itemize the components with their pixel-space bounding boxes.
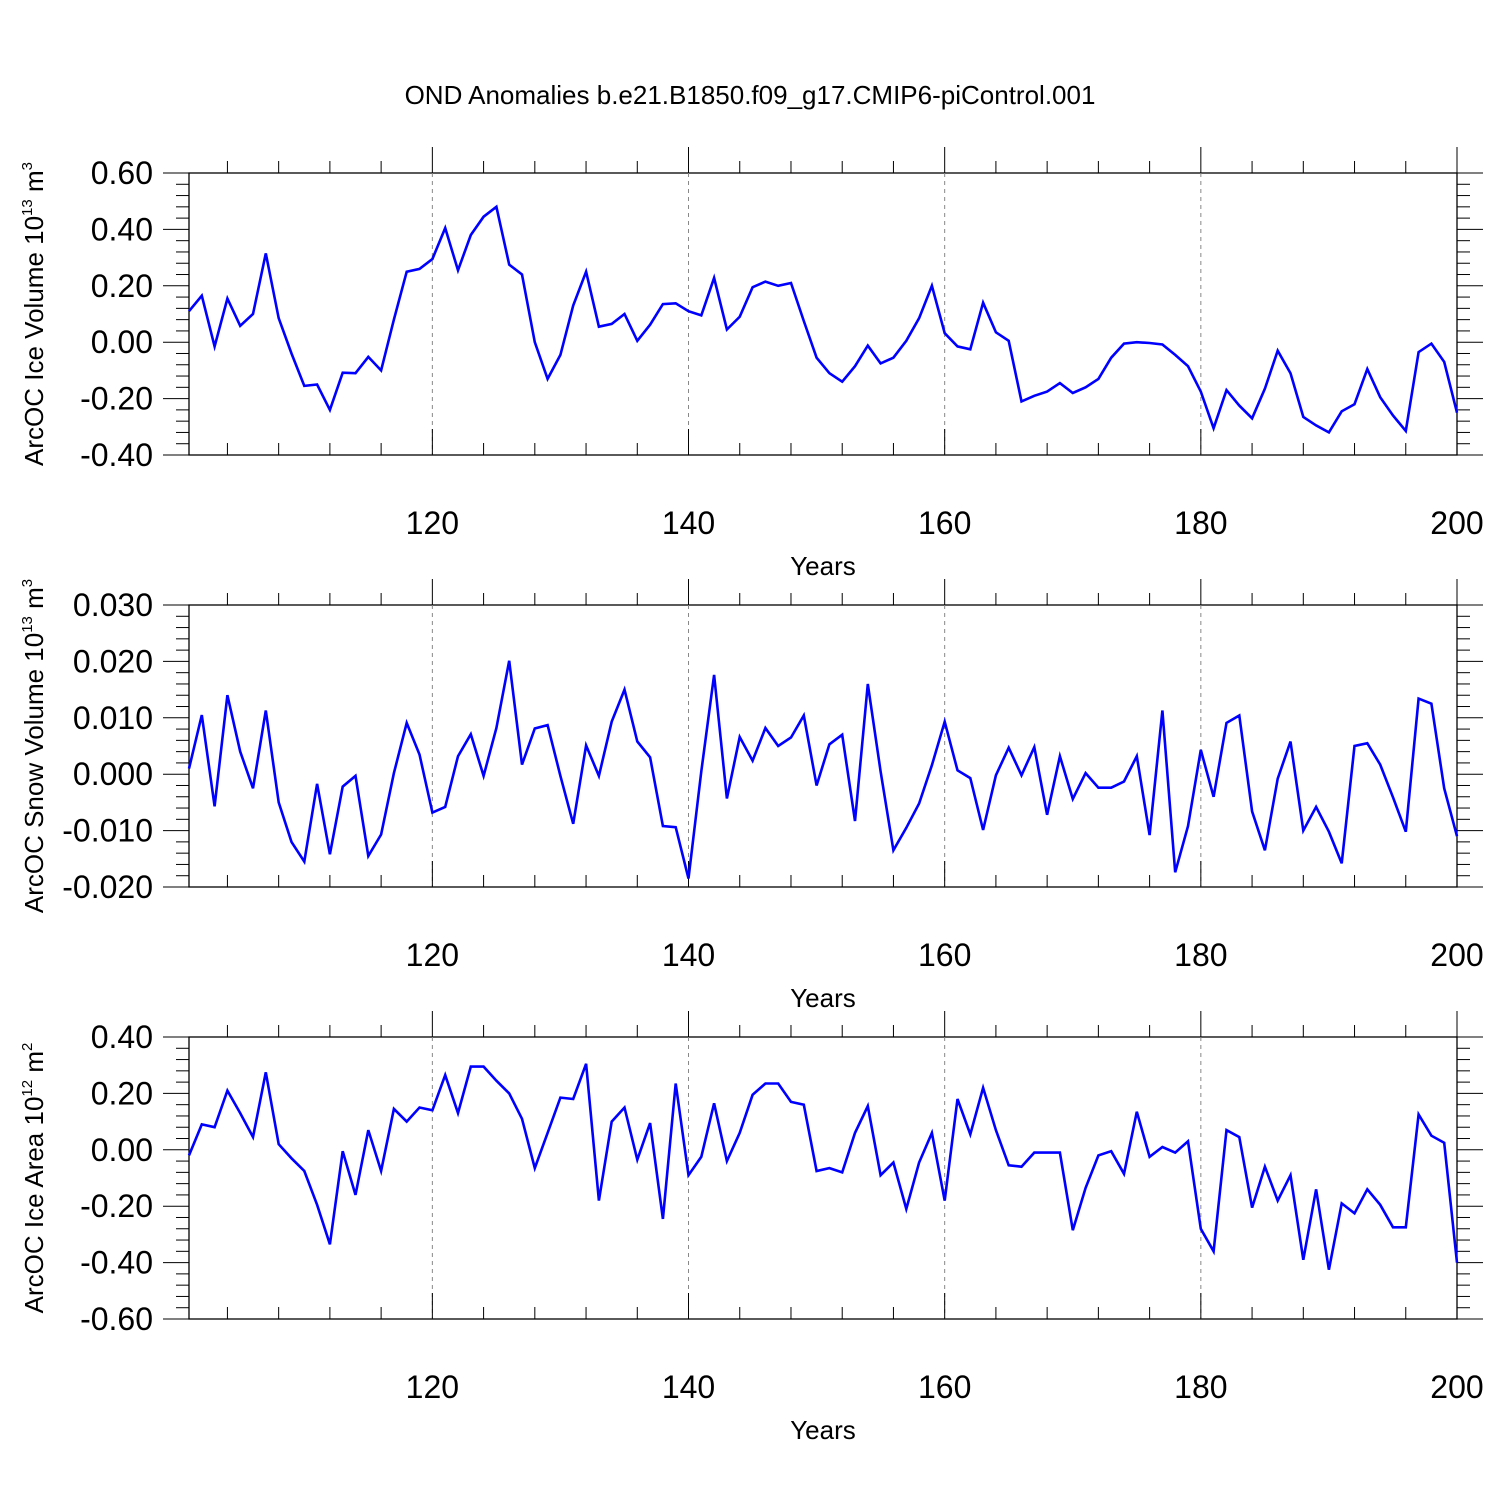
x-axis-title: Years — [790, 551, 856, 581]
chart-panel-ice-volume: 0.60 0.40 0.20 0.00 -0.20 -0.40 120 140 160 180 20… — [19, 147, 1484, 581]
y-tick-label: -0.60 — [80, 1301, 153, 1337]
x-tick-label: 180 — [1174, 937, 1227, 973]
x-tick-label: 140 — [662, 937, 715, 973]
y-tick-label: -0.40 — [80, 1245, 153, 1281]
y-tick-label: 0.010 — [73, 700, 153, 736]
y-axis-title: ArcOC Ice Area 1012 m2 — [19, 1043, 49, 1314]
x-axis-title: Years — [790, 1415, 856, 1445]
y-tick-label: -0.20 — [80, 1188, 153, 1224]
chart-panel-ice-area: 0.40 0.20 0.00 -0.20 -0.40 -0.60 120 140 160 180 2… — [19, 1011, 1484, 1445]
y-tick-label: 0.000 — [73, 756, 153, 792]
y-axis-title: ArcOC Ice Volume 1013 m3 — [19, 162, 49, 466]
x-tick-label: 200 — [1430, 937, 1483, 973]
series-line — [187, 1063, 1459, 1270]
y-tick-label: -0.40 — [80, 437, 153, 473]
y-axis-title: ArcOC Snow Volume 1013 m3 — [19, 579, 49, 913]
x-tick-label: 180 — [1174, 1369, 1227, 1405]
y-tick-label: -0.010 — [62, 813, 153, 849]
chart-panel-snow-volume: 0.030 0.020 0.010 0.000 -0.010 -0.020 120 140 16… — [19, 579, 1484, 1013]
x-tick-label: 140 — [662, 1369, 715, 1405]
x-tick-label: 180 — [1174, 505, 1227, 541]
plot-frame — [188, 172, 1458, 456]
y-tick-label: 0.20 — [91, 268, 153, 304]
x-tick-label: 200 — [1430, 1369, 1483, 1405]
x-tick-label: 140 — [662, 505, 715, 541]
x-tick-label: 160 — [918, 937, 971, 973]
plot-frame — [188, 604, 1458, 888]
y-tick-label: 0.40 — [91, 211, 153, 247]
y-tick-label: 0.60 — [91, 155, 153, 191]
y-tick-label: -0.020 — [62, 869, 153, 905]
series-line — [187, 660, 1459, 879]
plot-frame — [188, 1036, 1458, 1320]
x-axis-title: Years — [790, 983, 856, 1013]
series-line — [187, 204, 1459, 435]
x-tick-label: 200 — [1430, 505, 1483, 541]
page-title: OND Anomalies b.e21.B1850.f09_g17.CMIP6-… — [404, 80, 1096, 110]
x-tick-label: 120 — [406, 505, 459, 541]
y-tick-label: 0.00 — [91, 324, 153, 360]
y-tick-label: 0.00 — [91, 1132, 153, 1168]
y-tick-label: 0.20 — [91, 1075, 153, 1111]
y-tick-label: -0.20 — [80, 381, 153, 417]
x-tick-label: 160 — [918, 505, 971, 541]
y-tick-label: 0.030 — [73, 587, 153, 623]
x-tick-label: 120 — [406, 937, 459, 973]
x-tick-label: 160 — [918, 1369, 971, 1405]
y-tick-label: 0.40 — [91, 1019, 153, 1055]
x-tick-label: 120 — [406, 1369, 459, 1405]
y-tick-label: 0.020 — [73, 643, 153, 679]
